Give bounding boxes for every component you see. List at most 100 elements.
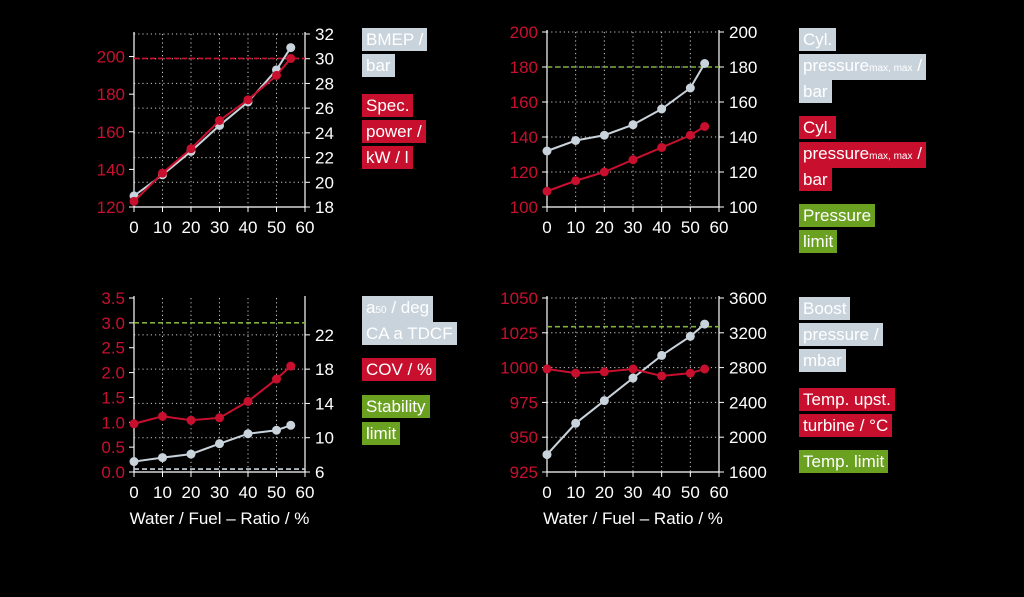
left-tick-label: 1000 <box>500 359 538 378</box>
x-tick-label: 30 <box>210 218 229 237</box>
chart-bmep-spec-power: 120 140 160 180 200 18 20 22 24 26 28 30 32 0 10 20 30 40… <box>97 25 334 237</box>
left-tick-label: 160 <box>97 123 125 142</box>
right-tick-label: 30 <box>315 50 334 69</box>
data-point <box>685 331 695 341</box>
right-tick-label: 22 <box>315 149 334 168</box>
data-point <box>685 130 695 140</box>
data-point <box>215 413 224 423</box>
data-point <box>286 53 296 63</box>
legend-boost-line2: pressure / <box>799 323 883 346</box>
legend-boost-line1: Boost <box>799 297 851 320</box>
left-tick-label: 2.0 <box>101 364 125 383</box>
legend-subscript: max, max <box>869 63 913 74</box>
x-tick-label: 50 <box>267 483 286 502</box>
data-point <box>685 368 695 378</box>
left-tick-label: 180 <box>510 58 538 77</box>
x-tick-label: 40 <box>652 218 671 237</box>
legend-cyl-pressure-gray-line2: pressuremax, max / <box>799 54 926 80</box>
series-line <box>546 323 706 456</box>
x-tick-label: 60 <box>296 218 315 237</box>
legend-spec-power-line1: Spec. <box>362 94 414 117</box>
legend-text: pressure <box>803 56 870 75</box>
legend-boost-line3: mbar <box>799 349 846 372</box>
legend-text: a <box>366 298 376 317</box>
chart-a50-cov: 0.0 0.5 1.0 1.5 2.0 2.5 3.0 3.5 6 10 14 18 22 0 10 20 30… <box>101 289 334 528</box>
data-point <box>599 167 609 177</box>
series-line <box>133 47 292 197</box>
x-tick-label: 40 <box>239 483 258 502</box>
series-line <box>546 62 706 152</box>
right-tick-label: 2000 <box>729 428 767 447</box>
data-point <box>628 155 638 165</box>
series-line <box>133 424 292 463</box>
left-tick-label: 0.5 <box>101 438 125 457</box>
data-point <box>628 364 638 374</box>
right-tick-label: 28 <box>315 74 334 93</box>
right-tick-label: 2400 <box>729 393 767 412</box>
data-point <box>542 364 552 374</box>
x-tick-label: 0 <box>542 483 551 502</box>
data-point <box>685 83 695 93</box>
left-tick-label: 100 <box>510 198 538 217</box>
left-tick-label: 975 <box>510 393 538 412</box>
left-tick-label: 925 <box>510 463 538 482</box>
right-tick-label: 26 <box>315 99 334 118</box>
left-tick-label: 200 <box>97 48 125 67</box>
data-point <box>599 130 609 140</box>
data-point <box>158 168 167 178</box>
data-point <box>286 361 296 371</box>
x-tick-label: 30 <box>210 483 229 502</box>
left-tick-label: 1025 <box>500 324 538 343</box>
legend-cyl-pressure-red-line3: bar <box>799 168 832 191</box>
data-point <box>286 420 296 430</box>
right-tick-label: 200 <box>729 23 757 42</box>
data-point <box>243 396 253 406</box>
legend-pressure-limit-line2: limit <box>799 230 838 253</box>
legend-spec-power-line3: kW / l <box>362 146 413 169</box>
legend-text: / <box>912 144 922 163</box>
right-tick-label: 6 <box>315 463 324 482</box>
data-point <box>571 368 581 378</box>
legend-text: / deg <box>386 298 430 317</box>
x-tick-label: 10 <box>153 483 172 502</box>
x-tick-label: 20 <box>182 218 201 237</box>
legend-bmep-line2: bar <box>362 54 395 77</box>
x-axis-label: Water / Fuel – Ratio / % <box>130 509 310 528</box>
right-tick-label: 3600 <box>729 289 767 308</box>
left-tick-label: 120 <box>97 198 125 217</box>
legend-cyl-pressure-gray-line3: bar <box>799 80 832 103</box>
data-point <box>599 367 609 377</box>
data-point <box>657 143 667 152</box>
left-tick-label: 3.0 <box>101 314 125 333</box>
legend-stability-limit-line1: Stability <box>362 395 430 418</box>
right-tick-label: 1600 <box>729 463 767 482</box>
x-tick-label: 10 <box>566 483 585 502</box>
legend-subscript: max, max <box>869 151 913 162</box>
right-tick-label: 140 <box>729 128 757 147</box>
legend-temp-turbine-line1: Temp. upst. <box>799 388 895 411</box>
x-tick-label: 60 <box>296 483 315 502</box>
legend-a50-line2: CA a TDCF <box>362 322 457 345</box>
data-point <box>700 122 710 131</box>
right-tick-label: 2800 <box>729 359 767 378</box>
x-tick-label: 30 <box>624 218 643 237</box>
left-tick-label: 180 <box>97 85 125 104</box>
data-point <box>272 425 281 435</box>
legend-text: / <box>912 56 922 75</box>
legend-bmep-line1: BMEP / <box>362 28 428 51</box>
data-point <box>286 43 296 53</box>
x-tick-label: 10 <box>153 218 172 237</box>
x-tick-label: 50 <box>681 483 700 502</box>
x-tick-label: 40 <box>652 483 671 502</box>
x-tick-label: 20 <box>595 483 614 502</box>
data-point <box>542 146 552 156</box>
data-point <box>129 457 139 467</box>
data-point <box>700 319 710 329</box>
data-point <box>571 136 581 145</box>
left-tick-label: 160 <box>510 93 538 112</box>
left-tick-label: 140 <box>510 128 538 147</box>
legend-text: pressure <box>803 144 870 163</box>
legend-a50-line1: a50 / deg <box>362 296 434 322</box>
data-point <box>542 186 552 196</box>
